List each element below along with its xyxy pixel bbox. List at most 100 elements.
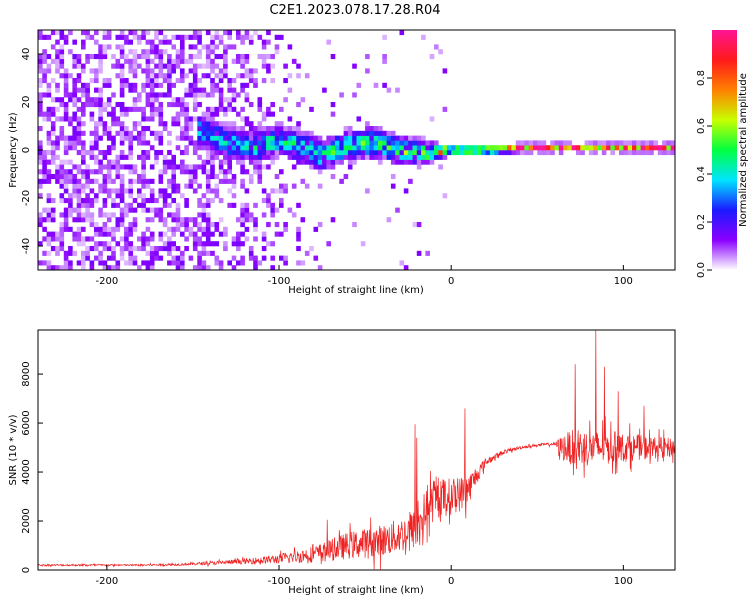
spectrogram-cell: [68, 260, 73, 266]
spectrogram-cell: [158, 217, 164, 223]
spectrogram-cell: [309, 159, 314, 165]
spectrogram-cell: [111, 188, 116, 194]
spectrogram-cell: [180, 54, 185, 60]
spectrogram-cell: [214, 106, 220, 112]
spectrogram-cell: [94, 241, 99, 247]
spectrogram-cell: [68, 73, 73, 79]
spectrogram-cell: [149, 92, 155, 98]
spectrogram-cell: [42, 78, 47, 84]
spectrogram-cell: [231, 174, 237, 180]
spectrogram-cell: [244, 212, 250, 218]
spectrogram-cell: [279, 121, 284, 127]
spectrogram-cell: [42, 169, 47, 175]
spectrogram-cell: [171, 121, 176, 127]
spectrogram-cell: [175, 202, 181, 208]
spectrogram-cell: [55, 246, 60, 252]
spectrogram-cell: [261, 188, 267, 194]
spectrogram-cell: [111, 106, 116, 112]
spectrogram-cell: [257, 154, 263, 160]
spectrogram-cell: [205, 140, 211, 146]
spectrogram-cell: [330, 135, 336, 141]
spectrogram-cell: [253, 78, 258, 84]
spectrogram-cell: [296, 126, 301, 132]
spectrogram-cell: [141, 198, 146, 204]
spectrogram-cell: [257, 145, 263, 151]
spectrogram-cell: [524, 145, 529, 151]
spectrogram-cell: [270, 207, 275, 213]
spectrogram-cell: [197, 121, 202, 127]
spectrogram-cell: [274, 150, 280, 156]
spectrogram-cell: [106, 174, 112, 180]
spectrogram-cell: [205, 202, 211, 208]
spectrogram-cell: [403, 188, 409, 194]
spectrogram-cell: [42, 154, 47, 160]
spectrogram-cell: [154, 111, 159, 117]
spectrogram-cell: [94, 30, 99, 36]
spectrogram-cell: [171, 246, 176, 252]
spectrogram-cell: [98, 150, 103, 156]
spectrogram-cell: [46, 54, 52, 60]
spectrogram-cell: [231, 193, 237, 199]
spectrogram-cell: [72, 193, 77, 199]
spectrogram-cell: [106, 150, 112, 156]
spectrogram-cell: [167, 39, 172, 45]
spectrogram-cell: [132, 106, 138, 112]
spectrogram-cell: [287, 87, 293, 93]
spectrogram-cell: [201, 159, 207, 165]
spectrogram-cell: [106, 231, 112, 237]
spectrogram-cell: [42, 73, 47, 79]
spectrogram-cell: [296, 260, 301, 266]
spectrogram-cell: [248, 102, 254, 108]
spectrogram-cell: [227, 164, 232, 170]
spectrogram-cell: [50, 246, 56, 252]
spectrogram-cell: [98, 188, 103, 194]
spectrogram-cell: [313, 164, 319, 170]
y-tick-label: 0: [21, 567, 32, 573]
spectrogram-cell: [223, 58, 228, 64]
spectrogram-cell: [167, 246, 172, 252]
spectrogram-cell: [610, 140, 615, 146]
spectrogram-cell: [382, 58, 387, 64]
spectrogram-cell: [399, 30, 405, 36]
spectrogram-cell: [102, 183, 108, 189]
spectrogram-cell: [89, 145, 95, 151]
spectrogram-cell: [98, 250, 103, 256]
spectrogram-cell: [141, 111, 146, 117]
spectrogram-cell: [184, 116, 189, 122]
spectrogram-cell: [149, 106, 155, 112]
spectrogram-cell: [81, 154, 86, 160]
spectrogram-cell: [175, 54, 181, 60]
spectrogram-cell: [46, 260, 52, 266]
spectrogram-cell: [253, 222, 258, 228]
spectrogram-cell: [184, 126, 189, 132]
spectrogram-cell: [421, 34, 426, 40]
spectrogram-cell: [154, 106, 159, 112]
spectrogram-cell: [137, 54, 142, 60]
spectrogram-cell: [223, 140, 228, 146]
spectrogram-cell: [76, 193, 82, 199]
spectrogram-cell: [481, 145, 486, 151]
spectrogram-cell: [373, 82, 379, 88]
spectrogram-cell: [38, 126, 43, 132]
spectrogram-cell: [248, 121, 254, 127]
spectrogram-cell: [223, 159, 228, 165]
spectrogram-cell: [218, 92, 224, 98]
spectrogram-cell: [330, 174, 336, 180]
spectrogram-cell: [46, 111, 52, 117]
spectrogram-cell: [425, 154, 430, 160]
spectrogram-cell: [111, 198, 116, 204]
spectrogram-cell: [106, 78, 112, 84]
spectrogram-cell: [291, 183, 297, 189]
spectrogram-cell: [85, 97, 90, 103]
spectrogram-cell: [111, 121, 116, 127]
spectrogram-cell: [365, 54, 370, 60]
snr-series-line: [37, 329, 676, 570]
spectrogram-cell: [429, 154, 435, 160]
spectrogram-cell: [50, 121, 56, 127]
spectrogram-x-axis-label: Height of straight line (km): [288, 285, 424, 296]
spectrogram-cell: [42, 164, 47, 170]
spectrogram-cell: [145, 241, 151, 247]
spectrogram-cell: [248, 135, 254, 141]
spectrogram-cell: [171, 217, 176, 223]
spectrogram-cell: [279, 231, 284, 237]
